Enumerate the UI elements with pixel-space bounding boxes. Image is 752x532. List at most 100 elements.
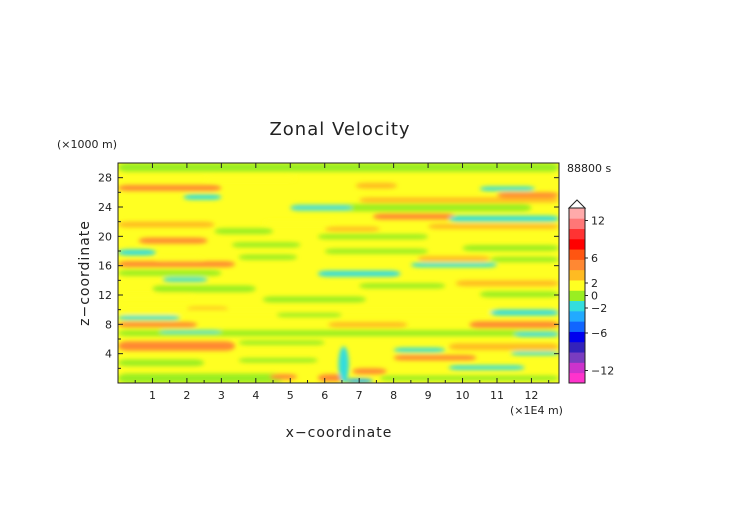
velocity-band bbox=[183, 194, 222, 200]
velocity-band bbox=[204, 176, 298, 182]
velocity-band bbox=[417, 256, 491, 262]
velocity-band bbox=[152, 285, 256, 293]
velocity-band bbox=[290, 204, 532, 212]
colorbar-swatch bbox=[569, 259, 585, 271]
velocity-band bbox=[118, 163, 559, 172]
x-tick-label: 8 bbox=[390, 389, 397, 402]
x-tick-label: 3 bbox=[218, 389, 225, 402]
velocity-band bbox=[317, 270, 401, 277]
velocity-band bbox=[479, 291, 559, 298]
velocity-band bbox=[510, 351, 559, 356]
colorbar-swatch bbox=[569, 269, 585, 281]
y-tick-label: 16 bbox=[98, 260, 112, 273]
colorbar-swatch bbox=[569, 228, 585, 240]
y-axis-label: z−coordinate bbox=[77, 220, 93, 326]
velocity-band bbox=[393, 347, 446, 353]
velocity-band bbox=[448, 343, 559, 350]
x-tick-label: 2 bbox=[183, 389, 190, 402]
velocity-band bbox=[118, 261, 236, 268]
colorbar-tick-label: −12 bbox=[591, 365, 614, 378]
colorbar-swatch bbox=[569, 321, 585, 332]
x-tick-label: 12 bbox=[524, 389, 538, 402]
y-tick-label: 8 bbox=[105, 318, 112, 331]
velocity-band bbox=[290, 205, 353, 210]
velocity-band bbox=[262, 220, 336, 226]
velocity-band bbox=[490, 256, 559, 262]
velocity-band bbox=[118, 341, 236, 351]
colorbar-tick-label: 0 bbox=[591, 290, 598, 303]
colorbar-tick-label: −6 bbox=[591, 327, 607, 340]
velocity-band bbox=[359, 197, 559, 203]
velocity-band bbox=[372, 213, 456, 220]
colorbar-swatch bbox=[569, 249, 585, 260]
velocity-band bbox=[118, 315, 181, 320]
velocity-band bbox=[269, 374, 298, 380]
velocity-band bbox=[118, 249, 156, 256]
y-tick-label: 12 bbox=[98, 289, 112, 302]
velocity-band bbox=[359, 283, 446, 289]
velocity-band bbox=[262, 296, 367, 303]
velocity-band bbox=[514, 332, 559, 337]
colorbar-swatch bbox=[569, 352, 585, 363]
velocity-band bbox=[138, 237, 208, 244]
x-unit-label: (×1E4 m) bbox=[510, 404, 563, 417]
x-tick-label: 10 bbox=[456, 389, 470, 402]
velocity-band bbox=[490, 309, 559, 316]
velocity-band bbox=[238, 254, 298, 260]
colorbar-tick-label: −2 bbox=[591, 302, 607, 315]
velocity-band bbox=[379, 375, 559, 381]
velocity-band bbox=[428, 223, 559, 229]
velocity-band bbox=[469, 321, 559, 328]
colorbar-swatch bbox=[569, 331, 585, 343]
velocity-band bbox=[118, 185, 222, 191]
velocity-band bbox=[159, 330, 222, 334]
colorbar-swatch bbox=[569, 238, 585, 250]
velocity-band bbox=[118, 221, 215, 228]
colorbar-swatch bbox=[569, 280, 585, 291]
y-tick-label: 24 bbox=[98, 201, 112, 214]
velocity-band bbox=[118, 309, 559, 315]
velocity-band bbox=[328, 322, 408, 328]
chart-title: Zonal Velocity bbox=[269, 119, 410, 140]
velocity-band bbox=[162, 277, 208, 282]
time-label: 88800 s bbox=[567, 162, 611, 175]
velocity-band bbox=[118, 359, 205, 367]
velocity-band bbox=[496, 192, 559, 198]
velocity-band bbox=[118, 330, 559, 337]
x-axis-label: x−coordinate bbox=[286, 425, 393, 441]
velocity-band bbox=[238, 340, 325, 345]
plot-frame bbox=[117, 162, 560, 384]
colorbar-extend-arrow bbox=[567, 199, 587, 209]
y-unit-label: (×1000 m) bbox=[57, 138, 117, 151]
y-tick-label: 28 bbox=[98, 172, 112, 185]
x-tick-label: 5 bbox=[287, 389, 294, 402]
velocity-band bbox=[352, 368, 387, 375]
velocity-band bbox=[324, 248, 429, 254]
x-tick-label: 11 bbox=[490, 389, 504, 402]
colorbar-swatch bbox=[569, 218, 585, 229]
velocity-band bbox=[448, 215, 559, 222]
velocity-band bbox=[214, 228, 274, 235]
x-tick-label: 9 bbox=[425, 389, 432, 402]
colorbar-swatch bbox=[569, 372, 585, 384]
x-tick-label: 6 bbox=[321, 389, 328, 402]
colorbar-swatch bbox=[569, 310, 585, 322]
velocity-band bbox=[276, 312, 342, 317]
colorbar-tick-label: 6 bbox=[591, 252, 598, 265]
colorbar-tick-label: 12 bbox=[591, 215, 605, 228]
x-tick-label: 1 bbox=[149, 389, 156, 402]
colorbar-swatch bbox=[569, 362, 585, 374]
velocity-band bbox=[317, 234, 429, 240]
velocity-band bbox=[479, 186, 535, 191]
velocity-band bbox=[238, 358, 318, 363]
velocity-band bbox=[455, 280, 559, 287]
velocity-band bbox=[118, 270, 222, 276]
x-tick-label: 7 bbox=[356, 389, 363, 402]
velocity-band bbox=[448, 365, 525, 370]
velocity-band bbox=[355, 182, 398, 189]
colorbar-swatch bbox=[569, 290, 585, 302]
colorbar-tick-label: 2 bbox=[591, 277, 598, 290]
velocity-band bbox=[155, 256, 205, 262]
velocity-band bbox=[393, 355, 477, 361]
y-tick-label: 4 bbox=[105, 348, 112, 361]
